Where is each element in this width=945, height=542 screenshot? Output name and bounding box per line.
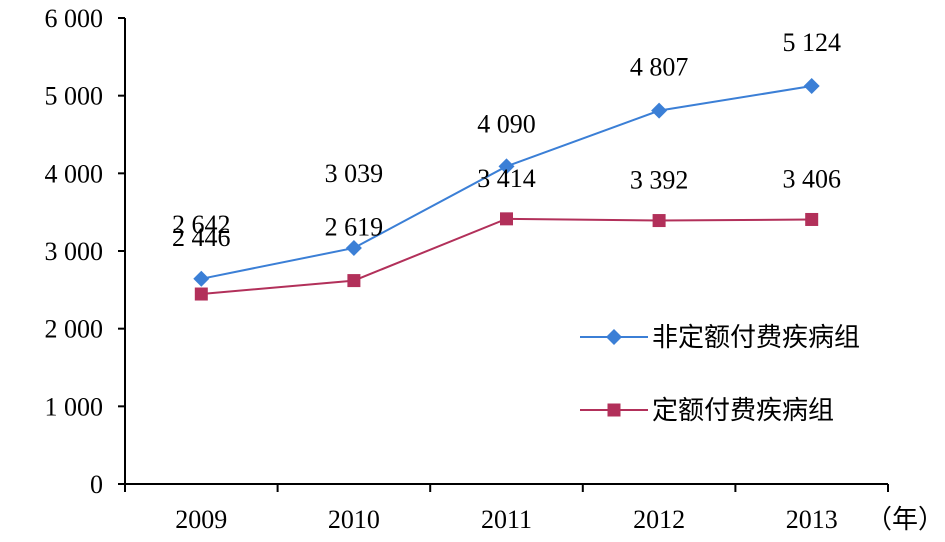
series-2-marker [500, 212, 513, 226]
y-tick-label: 6 000 [45, 4, 104, 33]
legend-marker-2 [607, 403, 621, 417]
x-tick-label: 2009 [175, 505, 227, 534]
series-1-marker [193, 270, 210, 287]
series-1-marker [803, 78, 820, 95]
data-label: 3 406 [782, 164, 841, 193]
data-label: 4 090 [477, 109, 536, 138]
y-tick-label: 2 000 [45, 315, 104, 344]
data-label: 2 642 [172, 210, 231, 239]
series-line-2 [201, 217, 812, 296]
y-tick-label: 4 000 [45, 159, 104, 188]
legend-marker-1 [606, 329, 622, 345]
x-tick-label: 2012 [633, 505, 685, 534]
y-tick-label: 1 000 [45, 392, 104, 421]
y-tick-label: 5 000 [45, 82, 104, 111]
series-markers [193, 78, 820, 301]
y-tick-label: 0 [90, 470, 103, 499]
x-tick-label: 2013 [786, 505, 838, 534]
series-1-marker [345, 239, 362, 256]
series-1-marker [498, 158, 515, 175]
data-labels: 2 642 3 039 4 090 4 807 5 124 2 446 2 619 3 414… [172, 28, 841, 252]
data-label: 5 124 [782, 28, 841, 57]
x-tick-label: 2011 [481, 505, 532, 534]
legend-label-2: 定额付费疾病组 [652, 396, 834, 426]
x-axis-unit-label: （年） [866, 505, 944, 535]
data-label: 2 446 [172, 223, 231, 252]
series-2-marker [194, 287, 208, 301]
data-label: 3 392 [630, 166, 689, 195]
series-2-marker [347, 274, 361, 288]
series-2-marker [652, 214, 666, 228]
y-axis-ticks: 0 1 000 2 000 3 000 4 000 5 000 6 000 [45, 4, 125, 499]
x-tick-label: 2010 [328, 505, 380, 534]
series-2-marker [805, 212, 819, 226]
y-tick-label: 3 000 [45, 237, 104, 266]
data-label: 4 807 [630, 53, 689, 82]
series-1-marker [651, 102, 668, 119]
x-axis-ticks: 2009 2010 2011 2012 2013 [124, 484, 889, 534]
data-label: 3 414 [477, 164, 536, 193]
legend-label-1: 非定额付费疾病组 [652, 323, 860, 353]
data-label: 2 619 [325, 213, 384, 242]
data-label: 3 039 [325, 159, 384, 188]
